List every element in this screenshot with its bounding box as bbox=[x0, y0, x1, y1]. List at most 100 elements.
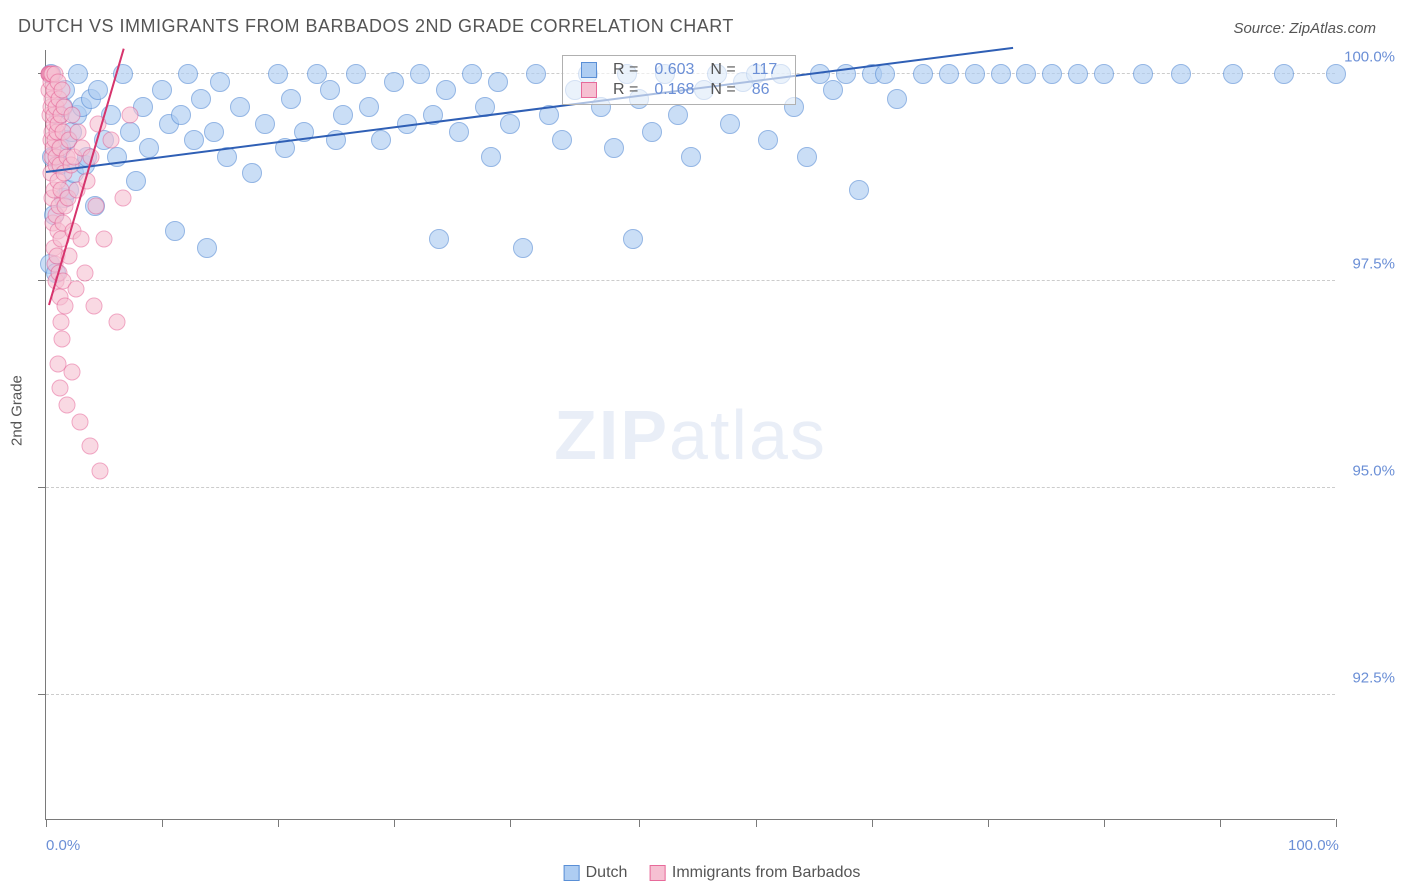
data-point-dutch bbox=[1094, 64, 1114, 84]
data-point-dutch bbox=[668, 105, 688, 125]
data-point-dutch bbox=[255, 114, 275, 134]
data-point-barbados bbox=[96, 231, 113, 248]
data-point-dutch bbox=[346, 64, 366, 84]
watermark: ZIPatlas bbox=[554, 395, 827, 475]
data-point-dutch bbox=[429, 229, 449, 249]
y-tick-label: 100.0% bbox=[1344, 48, 1395, 65]
data-point-dutch bbox=[1016, 64, 1036, 84]
data-point-dutch bbox=[171, 105, 191, 125]
data-point-barbados bbox=[67, 281, 84, 298]
data-point-barbados bbox=[63, 107, 80, 124]
data-point-dutch bbox=[1042, 64, 1062, 84]
data-point-dutch bbox=[1274, 64, 1294, 84]
data-point-dutch bbox=[371, 130, 391, 150]
gridline-h bbox=[46, 694, 1335, 695]
correlation-legend: R =0.603N =117R =0.168N =86 bbox=[562, 55, 796, 105]
legend-swatch-dutch bbox=[564, 865, 580, 881]
source-attribution: Source: ZipAtlas.com bbox=[1233, 20, 1376, 37]
data-point-dutch bbox=[681, 147, 701, 167]
data-point-barbados bbox=[51, 380, 68, 397]
x-tick bbox=[1220, 819, 1221, 827]
data-point-dutch bbox=[165, 221, 185, 241]
data-point-dutch bbox=[449, 122, 469, 142]
gridline-h bbox=[46, 487, 1335, 488]
data-point-dutch bbox=[513, 238, 533, 258]
data-point-dutch bbox=[139, 138, 159, 158]
chart-container: DUTCH VS IMMIGRANTS FROM BARBADOS 2ND GR… bbox=[0, 0, 1406, 892]
x-tick bbox=[639, 819, 640, 827]
data-point-dutch bbox=[797, 147, 817, 167]
data-point-dutch bbox=[436, 80, 456, 100]
y-tick bbox=[38, 694, 46, 695]
data-point-barbados bbox=[92, 463, 109, 480]
data-point-dutch bbox=[184, 130, 204, 150]
x-tick bbox=[278, 819, 279, 827]
data-point-barbados bbox=[76, 264, 93, 281]
data-point-dutch bbox=[1133, 64, 1153, 84]
gridline-h bbox=[46, 280, 1335, 281]
x-tick bbox=[988, 819, 989, 827]
data-point-barbados bbox=[115, 190, 132, 207]
data-point-dutch bbox=[384, 72, 404, 92]
chart-title: DUTCH VS IMMIGRANTS FROM BARBADOS 2ND GR… bbox=[18, 16, 734, 37]
data-point-dutch bbox=[849, 180, 869, 200]
y-tick bbox=[38, 487, 46, 488]
data-point-dutch bbox=[204, 122, 224, 142]
x-tick-label: 0.0% bbox=[46, 837, 80, 854]
y-axis-title: 2nd Grade bbox=[9, 375, 26, 446]
data-point-dutch bbox=[758, 130, 778, 150]
x-tick-label: 100.0% bbox=[1288, 837, 1339, 854]
y-tick-label: 97.5% bbox=[1352, 255, 1395, 272]
legend-label-dutch: Dutch bbox=[586, 864, 628, 881]
data-point-barbados bbox=[108, 314, 125, 331]
data-point-barbados bbox=[54, 330, 71, 347]
data-point-dutch bbox=[88, 80, 108, 100]
data-point-dutch bbox=[875, 64, 895, 84]
data-point-dutch bbox=[281, 89, 301, 109]
data-point-dutch bbox=[126, 171, 146, 191]
data-point-barbados bbox=[81, 438, 98, 455]
legend-label-barbados: Immigrants from Barbados bbox=[672, 864, 861, 881]
data-point-dutch bbox=[197, 238, 217, 258]
data-point-dutch bbox=[720, 114, 740, 134]
y-tick-label: 95.0% bbox=[1352, 462, 1395, 479]
y-tick-label: 92.5% bbox=[1352, 669, 1395, 686]
data-point-dutch bbox=[210, 72, 230, 92]
x-tick bbox=[1104, 819, 1105, 827]
x-tick bbox=[756, 819, 757, 827]
data-point-dutch bbox=[965, 64, 985, 84]
x-tick bbox=[46, 819, 47, 827]
data-point-barbados bbox=[58, 397, 75, 414]
x-tick bbox=[1336, 819, 1337, 827]
data-point-dutch bbox=[242, 163, 262, 183]
data-point-dutch bbox=[230, 97, 250, 117]
data-point-barbados bbox=[88, 198, 105, 215]
data-point-barbados bbox=[63, 363, 80, 380]
data-point-dutch bbox=[552, 130, 572, 150]
data-point-barbados bbox=[54, 82, 71, 99]
legend-swatch-barbados bbox=[650, 865, 666, 881]
data-point-dutch bbox=[152, 80, 172, 100]
data-point-dutch bbox=[642, 122, 662, 142]
scatter-plot-area: ZIPatlas 92.5%95.0%97.5%100.0%0.0%100.0%… bbox=[45, 50, 1335, 820]
data-point-dutch bbox=[500, 114, 520, 134]
data-point-dutch bbox=[604, 138, 624, 158]
data-point-dutch bbox=[991, 64, 1011, 84]
data-point-dutch bbox=[481, 147, 501, 167]
data-point-dutch bbox=[178, 64, 198, 84]
data-point-dutch bbox=[462, 64, 482, 84]
data-point-barbados bbox=[71, 413, 88, 430]
data-point-dutch bbox=[68, 64, 88, 84]
data-point-dutch bbox=[823, 80, 843, 100]
data-point-dutch bbox=[1326, 64, 1346, 84]
data-point-dutch bbox=[887, 89, 907, 109]
data-point-barbados bbox=[102, 132, 119, 149]
data-point-dutch bbox=[410, 64, 430, 84]
data-point-dutch bbox=[320, 80, 340, 100]
data-point-dutch bbox=[526, 64, 546, 84]
data-point-dutch bbox=[1223, 64, 1243, 84]
data-point-dutch bbox=[359, 97, 379, 117]
x-tick bbox=[510, 819, 511, 827]
data-point-barbados bbox=[121, 107, 138, 124]
data-point-dutch bbox=[268, 64, 288, 84]
